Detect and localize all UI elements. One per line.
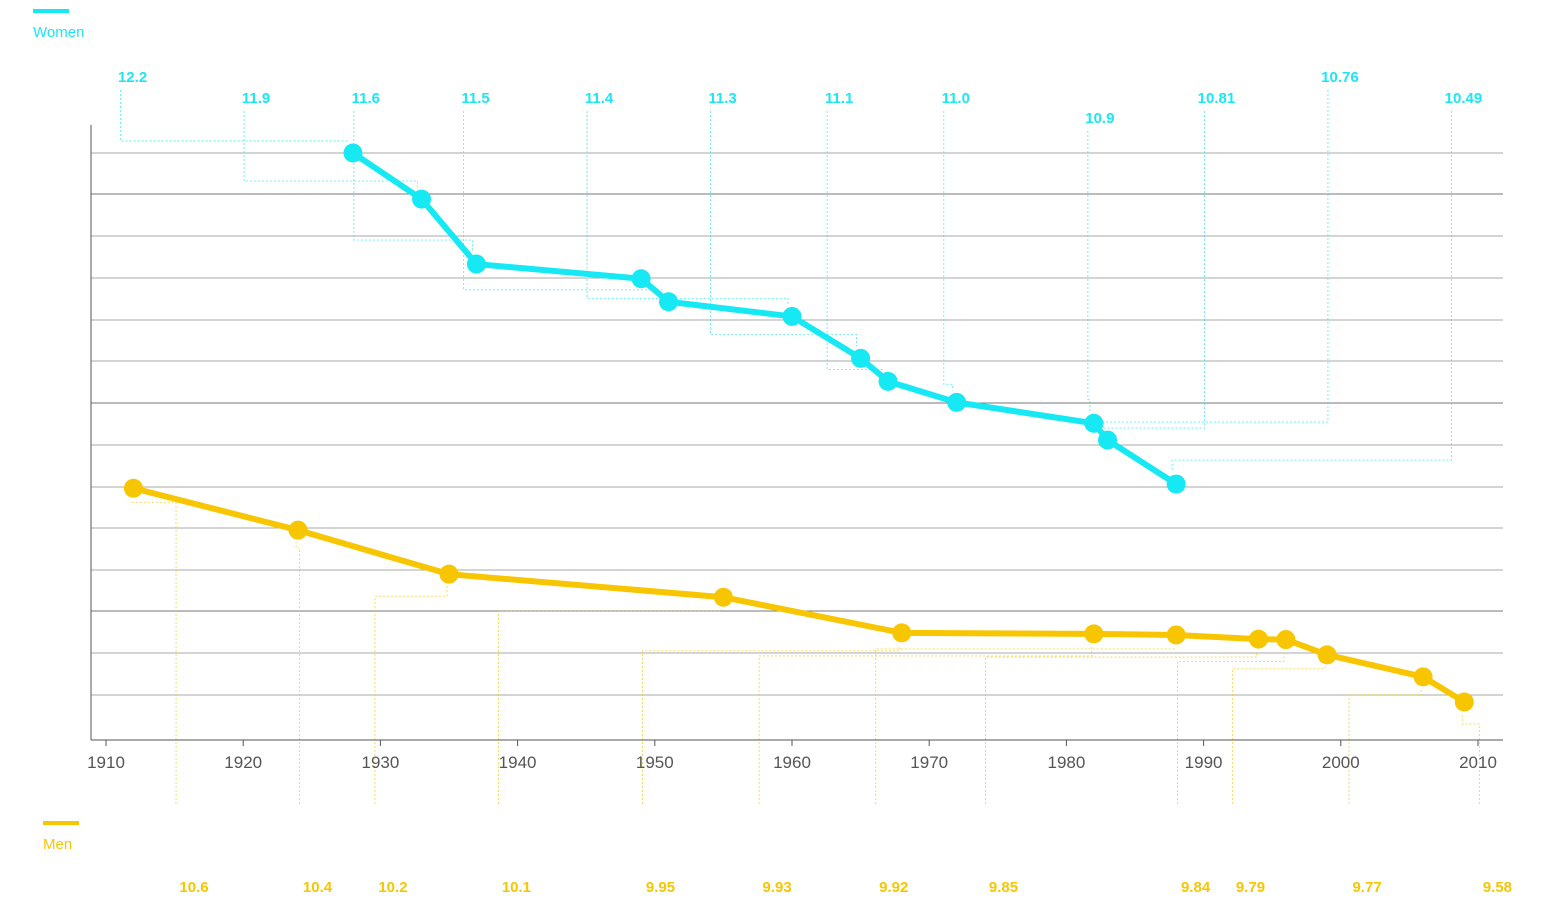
- x-tick-label: 2000: [1322, 753, 1360, 772]
- men-data-point: [1248, 629, 1268, 649]
- men-leader-line: [875, 646, 1175, 804]
- women-leader-line: [586, 111, 789, 305]
- women-leader-line: [943, 111, 954, 391]
- record-labels: 12.2 11.9 11.6 11.5 11.4 11.3 11.1 11.0 10.9 10.8…: [118, 69, 1512, 896]
- women-record-label: 10.9: [1085, 110, 1114, 127]
- men-data-point: [1084, 624, 1104, 644]
- x-tick-label: 1940: [499, 753, 537, 772]
- men-record-label: 9.93: [763, 879, 792, 896]
- x-tick-label: 1960: [773, 753, 811, 772]
- men-record-label: 9.58: [1483, 879, 1512, 896]
- x-tick-label: 1980: [1047, 753, 1085, 772]
- women-record-label: 11.3: [708, 90, 736, 107]
- x-tick-label: 2010: [1459, 753, 1497, 772]
- men-leader-line: [758, 645, 1093, 804]
- women-data-point: [1166, 474, 1186, 494]
- women-data-point: [782, 306, 802, 326]
- record-leader-lines: [120, 90, 1480, 804]
- men-data-point: [713, 587, 733, 607]
- men-data-point: [1166, 625, 1186, 645]
- men-record-label: 9.84: [1181, 879, 1211, 896]
- x-tick-label: 1970: [910, 753, 948, 772]
- men-record-label: 10.4: [303, 879, 333, 896]
- women-data-point: [631, 269, 651, 289]
- men-data-point: [1317, 645, 1337, 665]
- legend-women: Women: [33, 9, 84, 41]
- women-record-label: 11.5: [461, 90, 489, 107]
- women-record-label: 11.1: [825, 90, 853, 107]
- women-data-point: [1098, 430, 1118, 450]
- men-leader-line: [497, 609, 722, 804]
- men-record-label: 9.92: [879, 879, 908, 896]
- women-leader-line: [710, 111, 858, 347]
- women-record-label: 10.49: [1445, 90, 1483, 107]
- women-data-point: [947, 392, 967, 412]
- men-data-point: [439, 564, 459, 584]
- men-data-point: [288, 520, 308, 540]
- men-leader-line: [374, 586, 448, 804]
- women-leader-line: [120, 90, 349, 142]
- men-leader-line: [1348, 688, 1422, 804]
- women-record-label: 11.9: [242, 90, 270, 107]
- women-leader-line: [463, 111, 665, 291]
- men-record-label: 9.77: [1352, 879, 1381, 896]
- women-data-point: [1084, 413, 1104, 433]
- men-leader-line: [642, 644, 901, 804]
- men-data-point: [1454, 692, 1474, 712]
- women-leader-line: [1103, 111, 1205, 429]
- men-leader-line: [1461, 714, 1480, 804]
- women-record-label: 12.2: [118, 69, 147, 86]
- men-record-label: 9.95: [646, 879, 675, 896]
- men-record-label: 10.2: [378, 879, 407, 896]
- men-data-point: [1413, 667, 1433, 687]
- legend-women-label: Women: [33, 24, 84, 41]
- women-data-point: [343, 143, 363, 163]
- legend-men-label: Men: [43, 836, 72, 853]
- men-series-line: [130, 485, 1468, 705]
- men-leader-line: [130, 500, 177, 804]
- men-data-point: [1276, 630, 1296, 650]
- women-series-line: [349, 150, 1180, 488]
- women-leader-line: [243, 111, 419, 188]
- x-axis: 1910 1920 1930 1940 1950 1960 1970 1980 1990 2000…: [87, 125, 1503, 772]
- x-tick-label: 1990: [1185, 753, 1223, 772]
- women-record-label: 10.76: [1321, 69, 1359, 86]
- women-record-label: 11.4: [585, 90, 614, 107]
- legend-men: Men: [43, 821, 79, 853]
- x-tick-label: 1930: [361, 753, 399, 772]
- women-data-point: [412, 189, 432, 209]
- women-leader-line: [1087, 131, 1091, 412]
- men-data-point: [892, 623, 912, 643]
- women-leader-line: [1171, 111, 1452, 473]
- men-record-label: 9.79: [1236, 879, 1265, 896]
- men-record-label: 10.6: [179, 879, 208, 896]
- women-leader-line: [353, 111, 473, 253]
- men-record-label: 9.85: [989, 879, 1018, 896]
- men-record-label: 10.1: [502, 879, 531, 896]
- women-leader-line: [1103, 90, 1329, 429]
- men-leader-line: [985, 651, 1257, 804]
- women-data-point: [659, 292, 679, 312]
- women-record-label: 11.6: [352, 90, 380, 107]
- women-record-label: 11.0: [942, 90, 970, 107]
- women-data-point: [851, 348, 871, 368]
- x-tick-label: 1920: [224, 753, 262, 772]
- x-tick-label: 1910: [87, 753, 125, 772]
- men-data-point: [123, 478, 143, 498]
- women-data-point: [878, 371, 898, 391]
- men-leader-line: [1232, 666, 1326, 804]
- x-tick-label: 1950: [636, 753, 674, 772]
- women-record-label: 10.81: [1198, 90, 1236, 107]
- men-leader-line: [295, 542, 300, 804]
- women-data-point: [466, 254, 486, 274]
- series-layer: [123, 143, 1474, 712]
- men-leader-line: [1177, 651, 1285, 804]
- women-leader-line: [826, 111, 885, 370]
